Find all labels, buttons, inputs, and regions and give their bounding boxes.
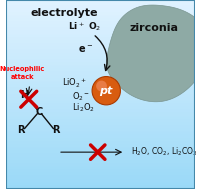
Bar <box>6 132 194 136</box>
Bar <box>6 82 194 85</box>
Bar <box>6 25 194 28</box>
Bar <box>6 94 194 98</box>
Bar <box>6 170 194 173</box>
Bar <box>6 53 194 57</box>
Bar <box>6 136 194 139</box>
Bar <box>6 85 194 88</box>
Bar <box>6 69 194 72</box>
Text: Li$^+$: Li$^+$ <box>67 21 84 32</box>
Bar <box>6 38 194 41</box>
Bar <box>6 113 194 117</box>
Bar <box>6 32 194 35</box>
Bar <box>6 3 194 6</box>
Text: LiO$_2$$^+$: LiO$_2$$^+$ <box>62 77 87 90</box>
Bar <box>6 117 194 120</box>
Bar <box>6 63 194 66</box>
Bar <box>6 186 194 189</box>
Bar <box>6 41 194 44</box>
Bar <box>6 139 194 142</box>
Bar <box>6 148 194 151</box>
Bar <box>6 129 194 132</box>
Bar <box>6 91 194 94</box>
Text: H: H <box>20 90 28 99</box>
Bar <box>6 88 194 91</box>
Bar <box>6 110 194 113</box>
Bar <box>6 13 194 16</box>
Circle shape <box>96 81 106 91</box>
Bar <box>6 35 194 38</box>
Bar <box>6 22 194 25</box>
Bar <box>6 72 194 76</box>
Polygon shape <box>106 5 200 102</box>
Bar <box>6 98 194 101</box>
Text: H$_2$O, CO$_2$, Li$_2$CO$_3$: H$_2$O, CO$_2$, Li$_2$CO$_3$ <box>131 146 197 158</box>
Bar <box>6 167 194 170</box>
Bar <box>6 123 194 126</box>
Bar <box>6 104 194 107</box>
Bar <box>6 0 194 3</box>
Bar <box>6 151 194 154</box>
Bar <box>6 145 194 148</box>
Bar <box>6 154 194 157</box>
Text: O$_2$: O$_2$ <box>88 20 101 33</box>
Bar <box>6 57 194 60</box>
Bar <box>6 76 194 79</box>
Bar <box>6 79 194 82</box>
Text: Nucleophilic
attack: Nucleophilic attack <box>0 66 45 80</box>
Bar <box>6 161 194 164</box>
Bar <box>6 164 194 167</box>
Bar <box>6 183 194 186</box>
Bar <box>6 28 194 32</box>
Bar <box>6 9 194 13</box>
Bar <box>6 44 194 47</box>
Circle shape <box>92 77 120 105</box>
Bar <box>6 47 194 50</box>
Bar <box>6 16 194 19</box>
Bar <box>6 120 194 123</box>
Bar <box>6 19 194 22</box>
Text: zirconia: zirconia <box>128 23 177 33</box>
Bar <box>6 6 194 9</box>
Bar <box>6 101 194 104</box>
Bar <box>6 126 194 129</box>
Bar <box>6 66 194 69</box>
Text: Li$_2$O$_2$: Li$_2$O$_2$ <box>72 101 95 114</box>
Bar <box>6 50 194 53</box>
Text: O$_2$$^-$: O$_2$$^-$ <box>72 90 90 103</box>
Text: R: R <box>17 125 25 135</box>
Text: e$^-$: e$^-$ <box>78 44 93 55</box>
Bar <box>6 176 194 180</box>
Bar <box>6 180 194 183</box>
Text: electrolyte: electrolyte <box>30 8 98 18</box>
Bar <box>6 60 194 63</box>
Text: C: C <box>35 107 43 116</box>
Bar <box>6 157 194 161</box>
Bar <box>6 107 194 110</box>
Text: pt: pt <box>99 86 112 96</box>
Bar <box>6 142 194 145</box>
Text: R: R <box>52 125 60 135</box>
Bar <box>6 173 194 176</box>
